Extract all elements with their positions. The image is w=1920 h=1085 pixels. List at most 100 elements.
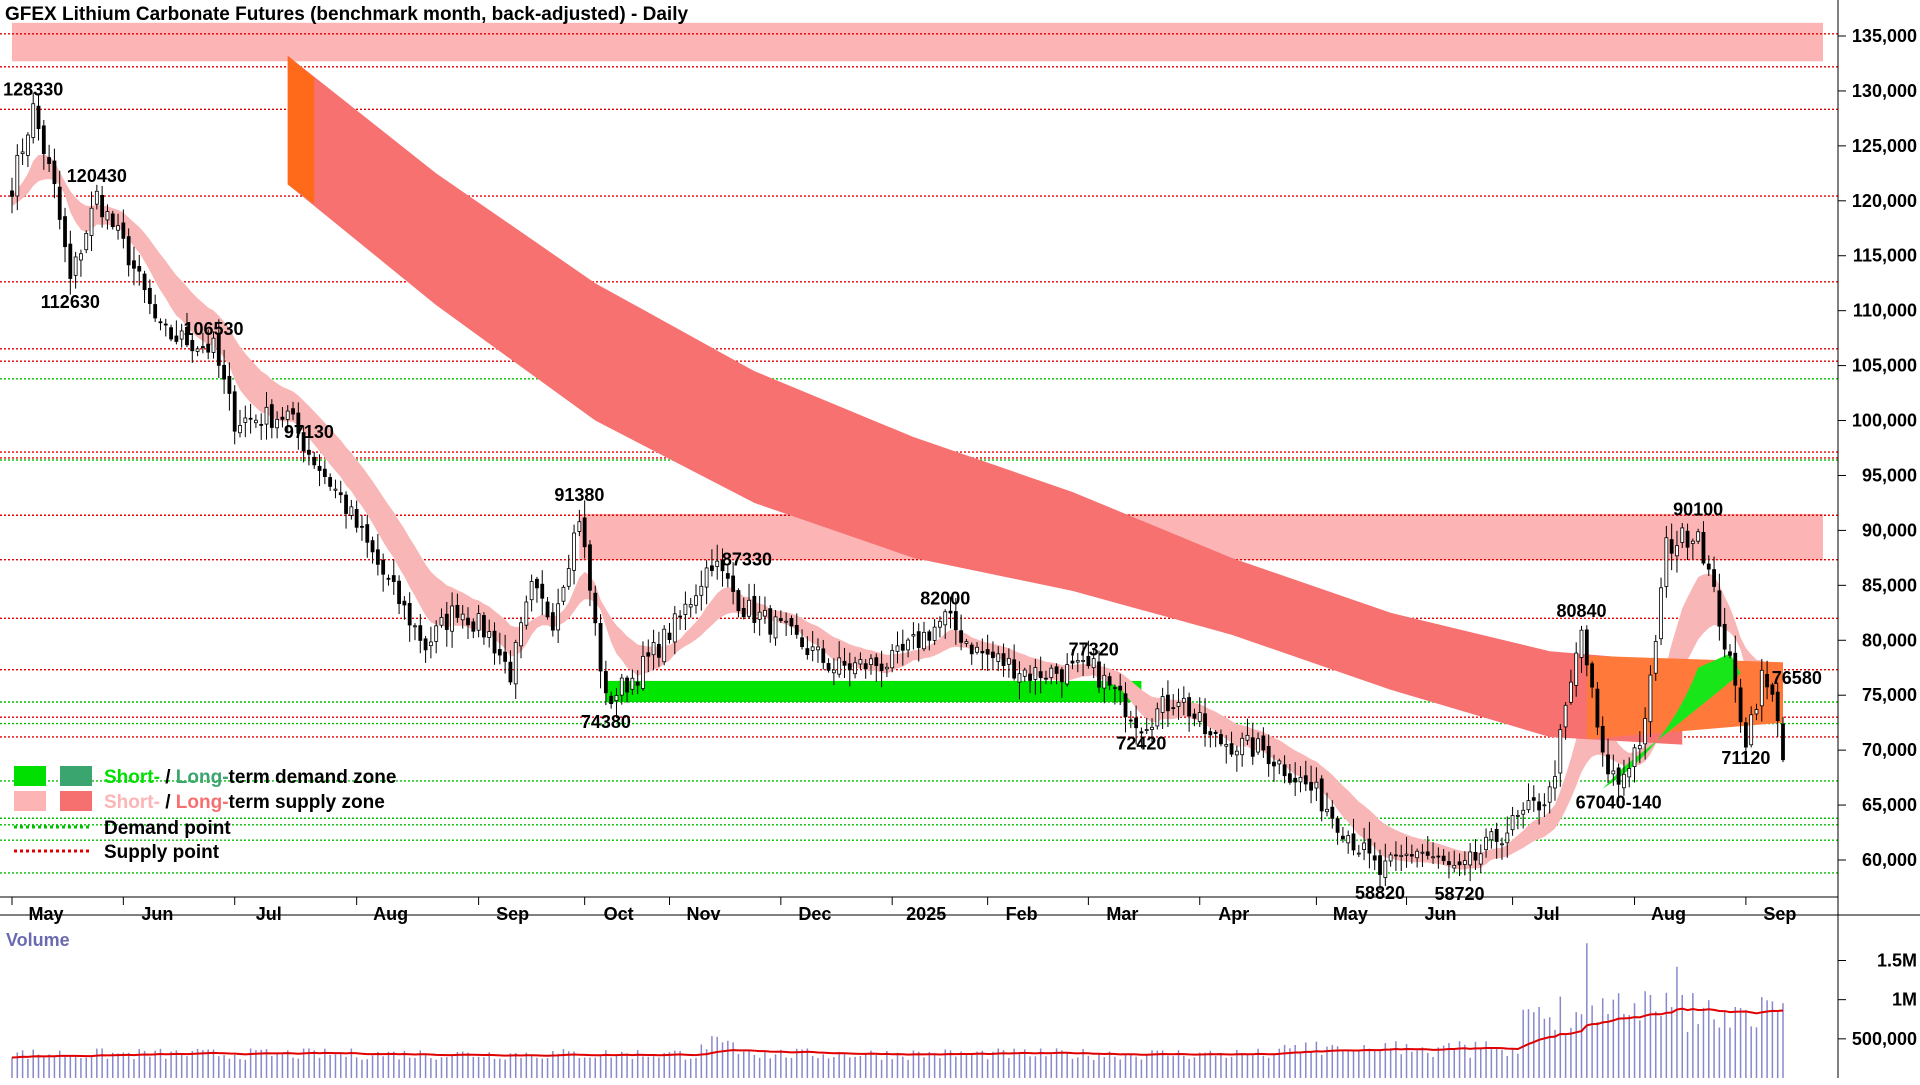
candle-body xyxy=(1515,815,1520,817)
volume-tick-label: 1.5M xyxy=(1877,951,1917,971)
candle-body xyxy=(428,641,433,647)
candle-body xyxy=(1590,663,1595,688)
candle-body xyxy=(1256,738,1260,753)
candle-body xyxy=(1526,800,1531,811)
price-tick-label: 90,000 xyxy=(1862,520,1917,540)
candle-body xyxy=(1293,777,1298,783)
candle-body xyxy=(1622,773,1626,789)
candle-body xyxy=(1669,539,1674,554)
candle-body xyxy=(635,681,640,686)
candle-body xyxy=(15,154,20,197)
candle-body xyxy=(1309,781,1313,791)
volume-tick-label: 500,000 xyxy=(1852,1029,1917,1049)
candle-body xyxy=(1510,815,1515,831)
swing-label: 58820 xyxy=(1355,883,1405,903)
candle-body xyxy=(975,646,979,653)
candle-body xyxy=(603,671,608,694)
candle-body xyxy=(137,265,142,272)
price-tick-label: 135,000 xyxy=(1852,26,1917,46)
swing-label: 91380 xyxy=(554,485,604,505)
candle-body xyxy=(1028,673,1032,681)
swing-label: 72420 xyxy=(1116,734,1166,754)
candle-body xyxy=(1616,767,1621,785)
candle-body xyxy=(561,586,566,602)
candle-body xyxy=(147,287,152,304)
candle-body xyxy=(1166,694,1170,712)
candle-body xyxy=(84,232,89,251)
legend-short-demand-swatch xyxy=(14,766,46,786)
candle-body xyxy=(434,625,439,642)
candle-body xyxy=(41,125,46,155)
candle-body xyxy=(423,638,428,651)
candle-body xyxy=(450,605,454,632)
candle-body xyxy=(1563,704,1568,728)
candle-body xyxy=(63,216,67,248)
candle-body xyxy=(1441,855,1446,862)
candle-body xyxy=(1394,854,1398,857)
candle-body xyxy=(1696,531,1701,542)
swing-label: 87330 xyxy=(722,550,772,570)
price-tick-label: 100,000 xyxy=(1852,411,1917,431)
candle-body xyxy=(312,456,317,466)
price-tick-label: 80,000 xyxy=(1862,630,1917,650)
candle-body xyxy=(1112,687,1117,689)
candle-body xyxy=(683,603,688,615)
candle-body xyxy=(609,695,614,705)
candle-body xyxy=(1155,708,1160,727)
candle-body xyxy=(667,632,672,640)
candle-body xyxy=(1234,750,1239,756)
candle-body xyxy=(1075,660,1080,663)
candle-body xyxy=(916,631,921,648)
candle-body xyxy=(487,631,492,638)
candle-body xyxy=(169,327,173,340)
swing-label: 76580 xyxy=(1772,668,1822,688)
candle-body xyxy=(333,488,338,491)
candle-body xyxy=(248,417,253,420)
candle-body xyxy=(222,364,226,380)
candle-body xyxy=(1086,655,1091,667)
candle-body xyxy=(720,560,725,572)
candle-body xyxy=(513,642,518,685)
candle-body xyxy=(1494,828,1499,842)
candle-body xyxy=(1743,722,1748,748)
candle-body xyxy=(1537,801,1541,811)
candle-body xyxy=(837,657,842,675)
candle-body xyxy=(1754,709,1759,715)
candle-body xyxy=(413,625,417,628)
candle-body xyxy=(784,620,789,623)
swing-label: 67040-140 xyxy=(1576,793,1662,813)
candle-body xyxy=(1171,707,1176,710)
candle-body xyxy=(370,540,375,553)
time-tick-label: Aug xyxy=(373,904,408,924)
candle-body xyxy=(105,211,110,221)
candle-body xyxy=(1356,852,1361,855)
candle-body xyxy=(1600,725,1605,753)
price-tick-label: 110,000 xyxy=(1853,301,1917,321)
candle-body xyxy=(1160,696,1165,713)
candle-body xyxy=(980,650,985,654)
candle-body xyxy=(375,549,380,565)
price-tick-label: 130,000 xyxy=(1852,81,1917,101)
candle-body xyxy=(1017,673,1022,683)
candle-body xyxy=(550,612,555,631)
candle-body xyxy=(1781,723,1785,761)
candle-body xyxy=(1192,713,1197,719)
candle-body xyxy=(1712,569,1716,587)
candle-body xyxy=(694,595,698,606)
short-term-trend-band xyxy=(12,154,1783,870)
candle-body xyxy=(556,603,561,631)
candle-body xyxy=(269,404,274,428)
candle-body xyxy=(614,695,619,702)
price-tick-label: 115,000 xyxy=(1853,246,1917,266)
candle-body xyxy=(900,643,905,651)
candle-body xyxy=(641,655,645,689)
long-term-supply-zone-edge xyxy=(287,55,315,205)
candle-body xyxy=(1102,674,1107,689)
candle-body xyxy=(662,628,667,663)
candle-body xyxy=(1505,832,1510,844)
candle-body xyxy=(1759,669,1764,707)
candle-body xyxy=(1081,659,1085,662)
candle-body xyxy=(31,103,36,138)
candle-body xyxy=(1531,797,1536,801)
